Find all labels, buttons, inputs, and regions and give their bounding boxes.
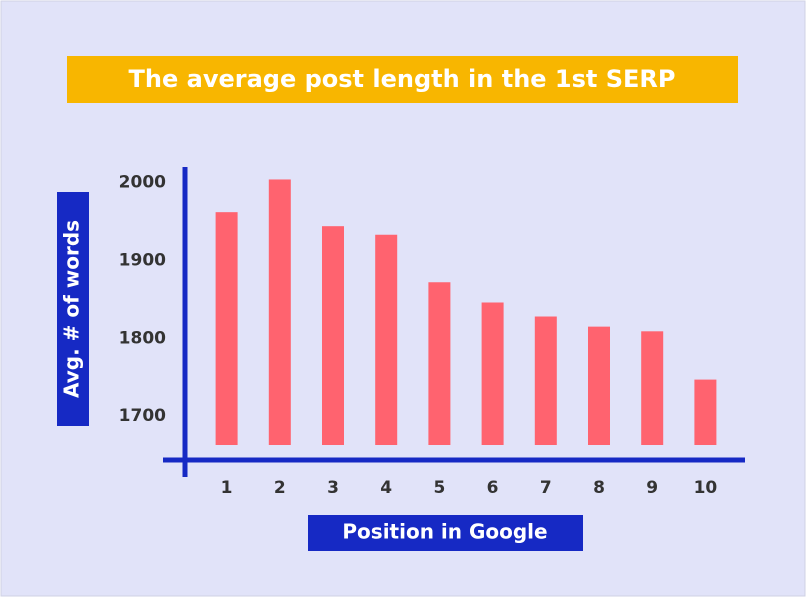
- y-tick-label: 1900: [119, 250, 166, 270]
- bar: [534, 316, 557, 445]
- y-label-box: [57, 192, 89, 426]
- x-tick-label: 9: [646, 478, 658, 498]
- x-tick-label: 7: [540, 478, 552, 498]
- x-tick-label: 10: [694, 478, 718, 498]
- x-tick-label: 4: [380, 478, 392, 498]
- x-tick-label: 1: [221, 478, 233, 498]
- bar: [268, 179, 291, 445]
- y-tick-label: 1800: [119, 328, 166, 348]
- x-tick-label: 3: [327, 478, 339, 498]
- y-tick-label: 2000: [119, 173, 166, 193]
- bar: [481, 302, 504, 445]
- bar: [588, 326, 610, 445]
- y-tick-label: 1700: [119, 406, 166, 426]
- y-axis-label: Avg. # of words: [60, 220, 84, 398]
- x-tick-label: 8: [593, 478, 605, 498]
- chart-title: The average post length in the 1st SERP: [129, 65, 676, 93]
- bar: [641, 331, 664, 445]
- x-tick-label: 6: [487, 478, 499, 498]
- x-label-box: [308, 515, 583, 551]
- bar: [215, 212, 238, 445]
- x-tick-label: 5: [433, 478, 445, 498]
- bar: [375, 234, 398, 445]
- bar: [694, 379, 717, 445]
- bar: [428, 282, 451, 445]
- title-box: [67, 56, 738, 103]
- x-axis-label: Position in Google: [342, 520, 547, 544]
- x-tick-label: 2: [274, 478, 286, 498]
- bar: [322, 226, 344, 445]
